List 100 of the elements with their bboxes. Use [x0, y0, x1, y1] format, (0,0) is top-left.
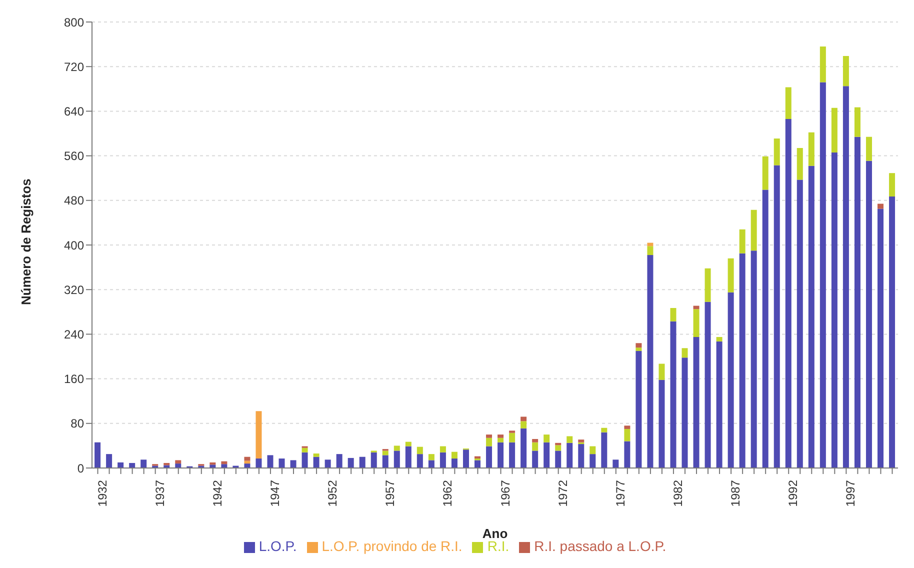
- bar: [670, 308, 676, 322]
- bar: [601, 428, 608, 432]
- bar: [889, 196, 896, 468]
- bar: [658, 380, 665, 468]
- bar: [693, 306, 700, 310]
- bar: [578, 444, 584, 468]
- bar: [129, 462, 136, 468]
- x-tick-label: 1992: [786, 480, 800, 507]
- bar: [647, 242, 654, 246]
- bar: [808, 132, 814, 166]
- bar: [762, 156, 768, 190]
- bar: [290, 460, 296, 468]
- bar: [647, 246, 654, 256]
- bar: [590, 446, 596, 454]
- bar: [405, 442, 412, 446]
- y-tick-label: 80: [70, 416, 84, 431]
- bar: [739, 229, 746, 254]
- bar: [636, 348, 642, 351]
- bar: [820, 46, 826, 82]
- bar: [486, 438, 492, 446]
- bar: [498, 442, 504, 468]
- bar: [498, 438, 504, 442]
- bar: [532, 439, 538, 442]
- bar: [451, 458, 458, 468]
- bar: [774, 138, 780, 166]
- bar: [820, 82, 826, 468]
- bar: [578, 440, 584, 442]
- bar: [336, 454, 342, 468]
- bar: [118, 462, 124, 468]
- bar: [394, 446, 400, 451]
- bar: [324, 460, 331, 468]
- bar: [210, 464, 216, 468]
- bar: [94, 442, 101, 468]
- x-tick-label: 1997: [844, 480, 858, 507]
- bar: [486, 446, 492, 468]
- bar: [612, 460, 619, 468]
- bar: [796, 148, 803, 180]
- bar: [175, 464, 182, 468]
- bar: [658, 364, 665, 380]
- bar: [854, 107, 860, 137]
- bar: [106, 454, 112, 468]
- x-tick-label: 1937: [152, 480, 167, 507]
- bar: [440, 446, 446, 452]
- bar: [313, 454, 320, 457]
- bar: [785, 119, 792, 468]
- bar: [555, 445, 562, 451]
- y-tick-label: 800: [64, 15, 84, 30]
- bar: [256, 411, 262, 459]
- bar: [670, 321, 676, 468]
- y-tick-label: 720: [64, 60, 84, 74]
- x-tick-label: 1967: [498, 480, 512, 507]
- bar: [394, 450, 400, 468]
- bar: [544, 434, 550, 442]
- bar: [544, 442, 550, 468]
- y-tick-label: 480: [64, 194, 84, 208]
- bar: [532, 450, 538, 468]
- bar: [693, 336, 700, 468]
- bar: [624, 441, 630, 468]
- y-tick-label: 400: [64, 238, 84, 252]
- y-tick-label: 640: [64, 104, 84, 118]
- bar: [498, 434, 504, 438]
- bar: [428, 460, 434, 468]
- bar: [520, 416, 527, 422]
- bar: [359, 456, 366, 468]
- x-tick-label: 1982: [670, 480, 685, 507]
- bar: [796, 180, 803, 468]
- bar: [486, 434, 492, 438]
- bar: [716, 336, 722, 342]
- legend-label: L.O.P. provindo de R.I.: [322, 538, 462, 554]
- bar: [520, 428, 527, 468]
- bar: [842, 86, 849, 468]
- y-tick-label: 560: [64, 149, 84, 164]
- bar: [164, 465, 170, 468]
- bar: [532, 442, 538, 451]
- bar: [854, 136, 860, 468]
- bar: [647, 255, 654, 468]
- x-tick-label: 1947: [268, 480, 282, 507]
- bar: [636, 350, 642, 468]
- bar: [601, 432, 608, 468]
- bar: [693, 309, 700, 337]
- bar: [739, 253, 746, 468]
- bar: [636, 343, 642, 348]
- bar: [750, 250, 757, 468]
- bar: [462, 450, 469, 468]
- y-tick-label: 160: [64, 372, 84, 386]
- bar: [244, 464, 250, 468]
- legend-label: R.I.: [487, 538, 510, 554]
- legend-label: R.I. passado a L.O.P.: [534, 538, 666, 554]
- bar: [416, 446, 423, 454]
- bar: [866, 160, 872, 468]
- bar: [302, 448, 308, 452]
- bar: [520, 421, 527, 428]
- bar: [728, 258, 734, 292]
- bar: [831, 108, 838, 152]
- bar: [348, 458, 354, 468]
- bar: [221, 461, 228, 464]
- y-tick-label: 240: [64, 327, 84, 342]
- y-tick-label: 320: [64, 282, 84, 297]
- bar: [140, 460, 147, 468]
- bar: [808, 166, 814, 468]
